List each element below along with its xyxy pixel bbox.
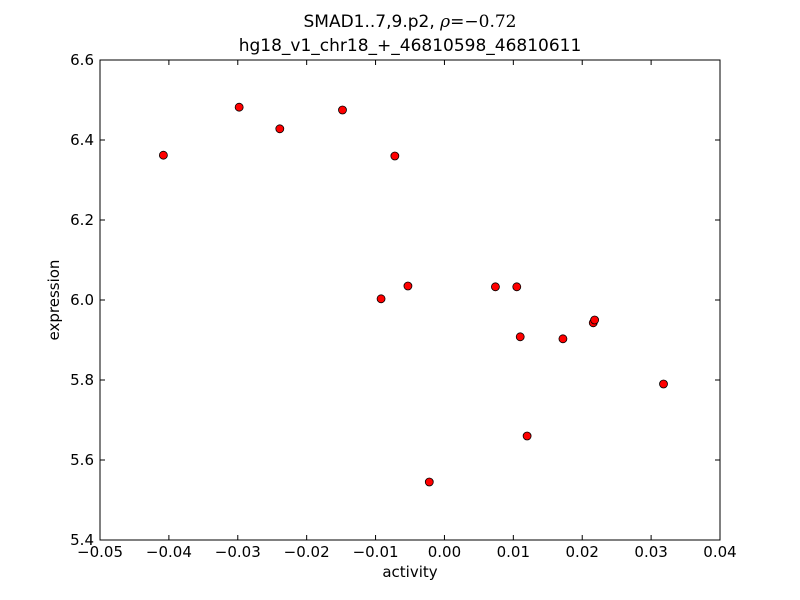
data-point	[659, 379, 668, 389]
title-prefix: SMAD1..7,9.p2,	[303, 12, 441, 32]
data-point	[515, 332, 525, 342]
x-tick-label: 0.02	[566, 543, 599, 561]
y-axis-label: expression	[45, 260, 63, 341]
axes-frame	[99, 59, 721, 541]
y-tick-label: 6.4	[70, 131, 94, 149]
data-point	[491, 282, 500, 292]
x-tick-label: 0.01	[497, 543, 530, 561]
x-tick-label: −0.01	[353, 543, 399, 561]
y-tick-label: 6.6	[70, 51, 94, 69]
x-tick-label: −0.04	[146, 543, 192, 561]
y-tick-label: 5.8	[70, 371, 94, 389]
data-point	[424, 477, 434, 487]
chart-title-line1: SMAD1..7,9.p2, ρ=−0.72	[0, 12, 800, 32]
x-tick-label: −0.02	[284, 543, 330, 561]
data-point	[403, 281, 413, 291]
data-point	[275, 124, 285, 134]
data-point	[158, 150, 168, 160]
x-tick-label: 0.04	[703, 543, 736, 561]
x-tick-label: −0.03	[215, 543, 261, 561]
title-rho-symbol: ρ	[440, 12, 451, 32]
data-point	[390, 151, 400, 161]
data-point	[522, 431, 532, 441]
x-tick-label: 0.00	[428, 543, 461, 561]
y-axis-ticks: 5.4 5.6 5.8 6.0 6.2 6.4 6.6	[70, 51, 720, 549]
y-tick-label: 5.4	[70, 531, 94, 549]
y-tick-label: 6.2	[70, 211, 94, 229]
data-point	[512, 282, 522, 292]
x-tick-label: 0.03	[634, 543, 667, 561]
y-tick-label: 5.6	[70, 451, 94, 469]
data-point	[338, 105, 347, 115]
y-tick-label: 6.0	[70, 291, 94, 309]
x-axis-ticks: −0.05 −0.04 −0.03 −0.02 −0.01 0.00 0.01 0.02 0.0…	[77, 60, 737, 561]
x-tick-label: −0.05	[77, 543, 123, 561]
data-point	[376, 294, 386, 304]
data-point	[234, 102, 244, 112]
chart-title-line2: hg18_v1_chr18_+_46810598_46810611	[238, 36, 582, 56]
title-rho-value: =−0.72	[450, 12, 517, 32]
data-points	[158, 102, 668, 487]
data-point	[558, 334, 568, 344]
data-point	[590, 315, 600, 325]
x-axis-label: activity	[382, 563, 437, 581]
